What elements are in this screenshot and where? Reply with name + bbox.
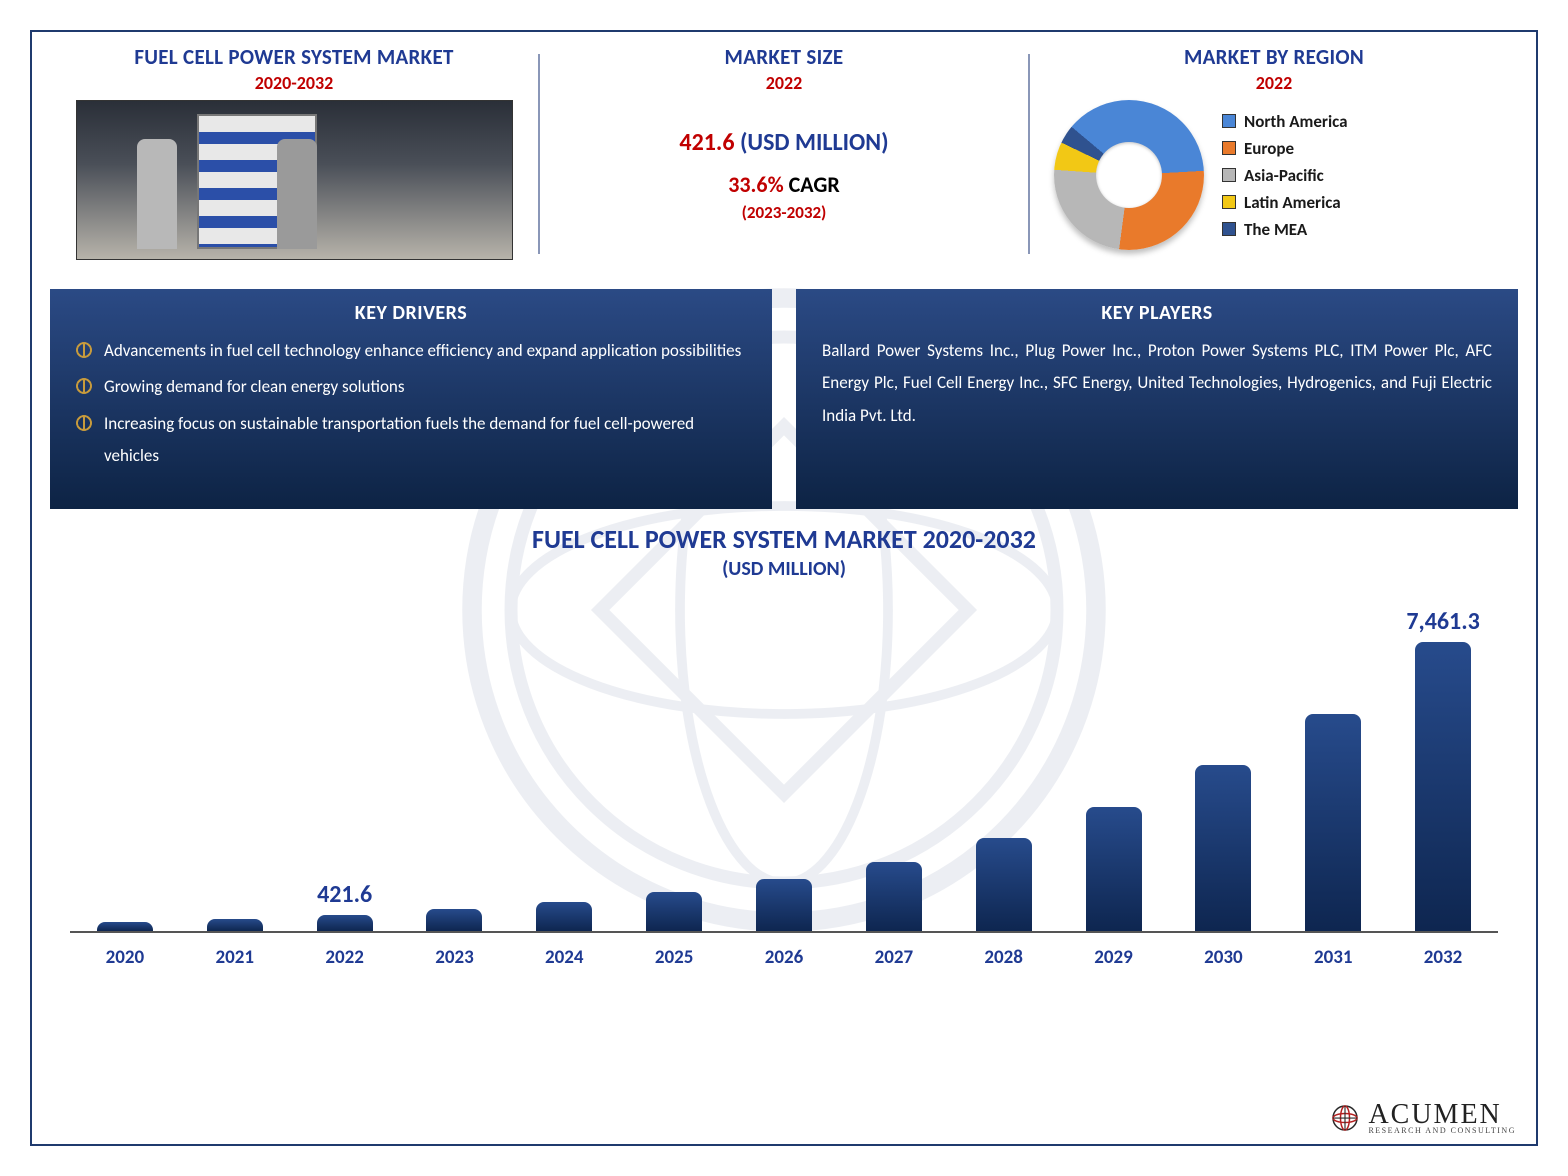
region-title: MARKET BY REGION xyxy=(1044,44,1504,70)
legend-label: North America xyxy=(1244,111,1348,132)
x-axis-label: 2031 xyxy=(1293,946,1373,969)
globe-icon xyxy=(1330,1103,1360,1133)
legend-label: Asia-Pacific xyxy=(1244,165,1324,186)
x-axis-label: 2027 xyxy=(854,946,934,969)
driver-item: Growing demand for clean energy solution… xyxy=(76,371,746,403)
bar xyxy=(1195,765,1251,931)
bar xyxy=(207,919,263,931)
x-axis-label: 2022 xyxy=(305,946,385,969)
bar xyxy=(1415,642,1471,931)
legend-swatch xyxy=(1222,141,1236,155)
value-unit: (USD MILLION) xyxy=(740,128,889,157)
hero-image xyxy=(76,100,513,260)
key-drivers-box: KEY DRIVERS Advancements in fuel cell te… xyxy=(50,289,772,509)
region-donut-chart xyxy=(1054,100,1204,250)
top-row: FUEL CELL POWER SYSTEM MARKET 2020-2032 … xyxy=(50,44,1518,279)
market-title: FUEL CELL POWER SYSTEM MARKET xyxy=(64,44,524,70)
bar xyxy=(426,909,482,931)
key-players-text: Ballard Power Systems Inc., Plug Power I… xyxy=(822,335,1492,432)
driver-item: Increasing focus on sustainable transpor… xyxy=(76,408,746,473)
legend-swatch xyxy=(1222,195,1236,209)
cagr-period: (2023-2032) xyxy=(554,202,1014,223)
legend-swatch xyxy=(1222,114,1236,128)
market-period: 2020-2032 xyxy=(64,72,524,94)
brand-logo: ACUMEN RESEARCH AND CONSULTING xyxy=(1330,1102,1516,1134)
bar xyxy=(1305,714,1361,931)
x-axis-label: 2021 xyxy=(195,946,275,969)
logo-name: ACUMEN xyxy=(1368,1102,1516,1127)
legend-item: North America xyxy=(1222,111,1348,132)
x-axis-label: 2020 xyxy=(85,946,165,969)
cagr-label: CAGR xyxy=(789,171,840,198)
bar xyxy=(976,838,1032,931)
legend-label: Europe xyxy=(1244,138,1294,159)
cagr-value: 33.6% xyxy=(728,171,783,198)
bar xyxy=(97,922,153,931)
x-axis-label: 2030 xyxy=(1183,946,1263,969)
key-players-title: KEY PLAYERS xyxy=(822,301,1492,325)
cagr-line: 33.6% CAGR xyxy=(554,171,1014,198)
driver-item: Advancements in fuel cell technology enh… xyxy=(76,335,746,367)
market-size-title: MARKET SIZE xyxy=(554,44,1014,70)
market-size-year: 2022 xyxy=(554,72,1014,94)
x-axis-label: 2029 xyxy=(1074,946,1154,969)
x-axis-label: 2026 xyxy=(744,946,824,969)
legend-item: Asia-Pacific xyxy=(1222,165,1348,186)
chart-subtitle: (USD MILLION) xyxy=(50,557,1518,581)
bar-value-label: 7,461.3 xyxy=(1406,607,1479,636)
key-drivers-list: Advancements in fuel cell technology enh… xyxy=(76,335,746,472)
x-axis-label: 2028 xyxy=(964,946,1044,969)
region-content: North America Europe Asia-Pacific Latin Ame… xyxy=(1044,100,1504,250)
bar xyxy=(317,915,373,931)
x-axis-label: 2032 xyxy=(1403,946,1483,969)
logo-tagline: RESEARCH AND CONSULTING xyxy=(1368,1127,1516,1134)
x-axis-label: 2025 xyxy=(634,946,714,969)
bar xyxy=(536,902,592,931)
x-axis-label: 2024 xyxy=(524,946,604,969)
legend-label: The MEA xyxy=(1244,219,1307,240)
infographic-frame: FUEL CELL POWER SYSTEM MARKET 2020-2032 … xyxy=(30,30,1538,1146)
legend-item: Europe xyxy=(1222,138,1348,159)
region-cell: MARKET BY REGION 2022 North America Europ… xyxy=(1030,44,1518,279)
bar xyxy=(1086,807,1142,931)
legend-swatch xyxy=(1222,168,1236,182)
value-number: 421.6 xyxy=(679,128,734,157)
chart-title: FUEL CELL POWER SYSTEM MARKET 2020-2032 xyxy=(50,523,1518,555)
region-legend: North America Europe Asia-Pacific Latin Ame… xyxy=(1222,105,1348,246)
legend-label: Latin America xyxy=(1244,192,1341,213)
region-year: 2022 xyxy=(1044,72,1504,94)
key-players-box: KEY PLAYERS Ballard Power Systems Inc., … xyxy=(796,289,1518,509)
logo-text: ACUMEN RESEARCH AND CONSULTING xyxy=(1368,1102,1516,1134)
bar xyxy=(756,879,812,931)
market-title-cell: FUEL CELL POWER SYSTEM MARKET 2020-2032 xyxy=(50,44,538,279)
key-drivers-title: KEY DRIVERS xyxy=(76,301,746,325)
bar-value-label: 421.6 xyxy=(317,880,372,909)
chart-plot-area xyxy=(70,631,1498,933)
legend-swatch xyxy=(1222,222,1236,236)
market-size-value: 421.6 (USD MILLION) xyxy=(554,128,1014,157)
info-boxes: KEY DRIVERS Advancements in fuel cell te… xyxy=(50,289,1518,509)
bar-chart: 2020 2021 2022 2023 2024 2025 2026 2027 2028 2029… xyxy=(70,589,1498,969)
market-size-cell: MARKET SIZE 2022 421.6 (USD MILLION) 33.… xyxy=(540,44,1028,279)
bar xyxy=(866,862,922,931)
bar xyxy=(646,892,702,931)
x-axis-label: 2023 xyxy=(414,946,494,969)
legend-item: The MEA xyxy=(1222,219,1348,240)
chart-block: FUEL CELL POWER SYSTEM MARKET 2020-2032 … xyxy=(50,523,1518,969)
legend-item: Latin America xyxy=(1222,192,1348,213)
